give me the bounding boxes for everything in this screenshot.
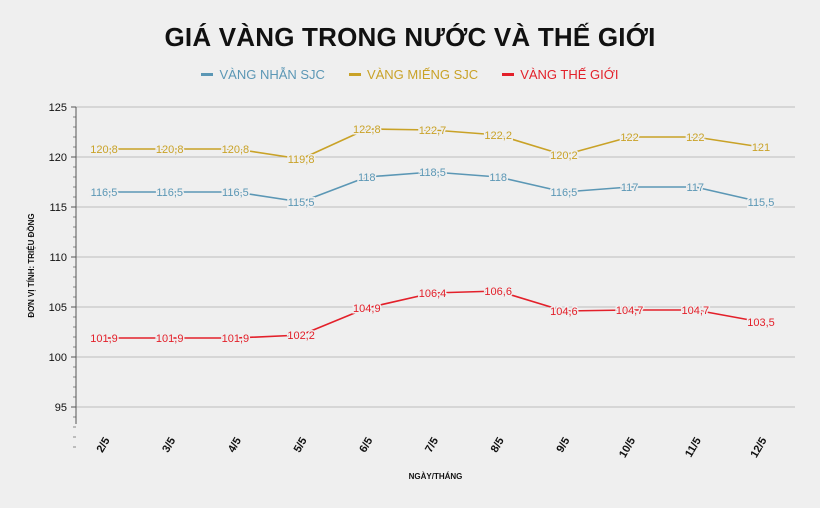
data-label: 118: [358, 172, 376, 184]
data-label: 122,2: [484, 130, 512, 142]
legend: VÀNG NHẪN SJC VÀNG MIẾNG SJC VÀNG THẾ GI…: [0, 67, 820, 82]
x-tick-label: 3/5: [160, 436, 178, 455]
data-label: 106,4: [419, 288, 447, 300]
x-tick-label: 12/5: [748, 436, 769, 461]
series-line-1: [104, 128, 762, 160]
series-line-0: [104, 171, 762, 203]
data-label: 122: [620, 132, 638, 144]
y-tick-label: 105: [49, 302, 67, 314]
data-label: 122,7: [419, 125, 447, 137]
x-tick-label: 10/5: [617, 436, 638, 461]
x-tick-label: 8/5: [489, 436, 507, 455]
legend-swatch-mieng-sjc: [348, 73, 361, 76]
y-tick-label: 110: [49, 252, 67, 264]
data-label: 101,9: [156, 333, 184, 345]
x-tick-label: 5/5: [292, 436, 310, 455]
data-label: 103,5: [747, 317, 775, 329]
data-label: 121: [752, 142, 770, 154]
data-label: 120,2: [550, 150, 578, 162]
x-tick-label: 2/5: [95, 436, 113, 455]
legend-label-nhan-sjc: VÀNG NHẪN SJC: [219, 67, 325, 82]
x-axis-title: NGÀY/THÁNG: [409, 472, 463, 481]
data-label: 104,7: [682, 305, 710, 317]
legend-label-the-gioi: VÀNG THẾ GIỚI: [520, 67, 619, 82]
data-label: 118,5: [419, 167, 446, 179]
data-label: 115,5: [288, 197, 315, 209]
y-tick-label: 125: [49, 102, 67, 114]
data-label: 117: [621, 182, 639, 194]
x-tick-label: 11/5: [683, 436, 704, 460]
data-label: 118: [489, 172, 507, 184]
legend-item-the-gioi: VÀNG THẾ GIỚI: [502, 67, 619, 82]
data-label: 116,5: [91, 187, 118, 199]
y-tick-label: 115: [49, 202, 67, 214]
y-tick-label: 95: [55, 402, 67, 414]
legend-item-mieng-sjc: VÀNG MIẾNG SJC: [348, 67, 479, 82]
data-label: 122,8: [353, 124, 381, 136]
chart-title: GIÁ VÀNG TRONG NƯỚC VÀ THẾ GIỚI: [164, 22, 656, 52]
data-label: 104,7: [616, 305, 644, 317]
data-label: 101,9: [90, 333, 118, 345]
data-label: 116,5: [222, 187, 249, 199]
y-tick-label: 120: [49, 152, 67, 164]
x-tick-label: 9/5: [554, 436, 572, 455]
data-label: 116,5: [551, 187, 578, 199]
data-label: 120,8: [222, 144, 250, 156]
data-label: 120,8: [90, 144, 118, 156]
x-tick-label: 7/5: [423, 436, 441, 455]
data-label: 116,5: [156, 187, 183, 199]
data-label: 115,5: [748, 197, 775, 209]
data-label: 104,6: [550, 306, 578, 318]
legend-swatch-the-gioi: [502, 73, 515, 76]
data-label: 106,6: [484, 286, 512, 298]
data-label: 119,8: [288, 154, 315, 166]
y-axis-title: ĐƠN VỊ TÍNH: TRIỆU ĐỒNG: [26, 213, 36, 317]
legend-item-nhan-sjc: VÀNG NHẪN SJC: [201, 67, 325, 82]
data-label: 122: [686, 132, 704, 144]
data-label: 120,8: [156, 144, 184, 156]
y-tick-label: 100: [49, 352, 67, 364]
data-label: 104,9: [353, 303, 381, 315]
data-label: 117: [687, 182, 705, 194]
legend-swatch-nhan-sjc: [201, 73, 214, 76]
data-label: 101,9: [222, 333, 250, 345]
x-tick-label: 6/5: [357, 436, 375, 455]
series-line-2: [104, 290, 762, 339]
legend-label-mieng-sjc: VÀNG MIẾNG SJC: [366, 67, 479, 82]
x-tick-label: 4/5: [226, 436, 244, 455]
data-label: 102,2: [287, 330, 315, 342]
